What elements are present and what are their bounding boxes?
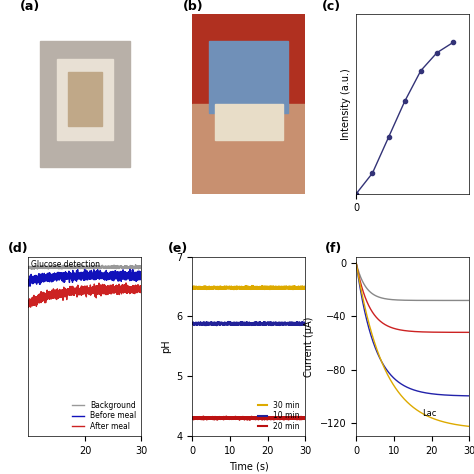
- 20 min: [190, 416, 195, 421]
- Before meal: [41, 271, 47, 276]
- After meal: [123, 280, 129, 286]
- Text: (d): (d): [8, 242, 29, 255]
- X-axis label: Time (s): Time (s): [229, 461, 269, 471]
- 10 min: [226, 319, 231, 325]
- 30 min: [202, 285, 208, 291]
- Y-axis label: Intensity (a.u.): Intensity (a.u.): [341, 68, 351, 140]
- Before meal: [34, 276, 40, 282]
- Text: (b): (b): [183, 0, 204, 13]
- Background: [41, 264, 47, 270]
- Text: Lac: Lac: [422, 409, 436, 418]
- Bar: [210, 41, 288, 113]
- 20 min: [233, 415, 238, 421]
- Before meal: [117, 273, 123, 279]
- 30 min: [190, 284, 195, 290]
- Text: (c): (c): [322, 0, 341, 13]
- 30 min: [288, 285, 294, 291]
- Background: [136, 264, 141, 270]
- Line: 20 min: 20 min: [192, 417, 305, 419]
- 20 min: [223, 414, 229, 419]
- Before meal: [0, 298, 4, 304]
- 20 min: [209, 415, 215, 421]
- Bar: [68, 72, 102, 126]
- Before meal: [138, 275, 144, 281]
- Before meal: [127, 266, 133, 272]
- 20 min: [202, 416, 208, 421]
- 30 min: [249, 283, 255, 289]
- Y-axis label: Current (μA): Current (μA): [304, 316, 314, 376]
- Background: [0, 274, 4, 280]
- 20 min: [245, 417, 250, 422]
- 20 min: [302, 415, 308, 421]
- 20 min: [301, 415, 306, 421]
- Text: (a): (a): [19, 0, 40, 13]
- 30 min: [302, 285, 308, 291]
- Text: Glucose detection: Glucose detection: [31, 260, 100, 269]
- 10 min: [202, 321, 208, 327]
- 10 min: [190, 320, 195, 326]
- Line: Before meal: Before meal: [0, 269, 141, 428]
- After meal: [117, 285, 123, 291]
- 20 min: [238, 416, 244, 422]
- After meal: [34, 295, 40, 301]
- 30 min: [233, 285, 238, 291]
- 10 min: [214, 322, 219, 328]
- 10 min: [233, 321, 238, 327]
- Background: [138, 264, 144, 270]
- 30 min: [209, 285, 215, 291]
- After meal: [136, 283, 141, 288]
- Bar: [40, 41, 130, 167]
- Legend: Background, Before meal, After meal: Background, Before meal, After meal: [71, 399, 137, 432]
- Bar: [57, 59, 113, 140]
- 30 min: [231, 286, 237, 292]
- 10 min: [209, 321, 215, 327]
- After meal: [0, 329, 4, 335]
- Background: [117, 264, 123, 270]
- Line: 10 min: 10 min: [192, 322, 305, 325]
- Before meal: [136, 271, 141, 277]
- Line: After meal: After meal: [0, 283, 141, 426]
- 30 min: [301, 285, 306, 291]
- Text: (f): (f): [325, 242, 342, 255]
- 10 min: [238, 321, 244, 327]
- Bar: [192, 14, 305, 122]
- After meal: [41, 296, 47, 301]
- 10 min: [288, 320, 294, 326]
- Bar: [215, 104, 283, 140]
- 10 min: [301, 322, 306, 328]
- 10 min: [302, 320, 308, 326]
- Text: (e): (e): [167, 242, 188, 255]
- Line: 30 min: 30 min: [192, 286, 305, 289]
- Y-axis label: pH: pH: [161, 339, 171, 353]
- 30 min: [238, 284, 244, 290]
- After meal: [138, 285, 144, 291]
- Legend: 30 min, 10 min, 20 min: 30 min, 10 min, 20 min: [256, 399, 301, 432]
- Background: [133, 262, 138, 267]
- Background: [34, 265, 40, 271]
- Bar: [192, 104, 305, 194]
- Line: Background: Background: [0, 264, 141, 424]
- 20 min: [288, 415, 294, 420]
